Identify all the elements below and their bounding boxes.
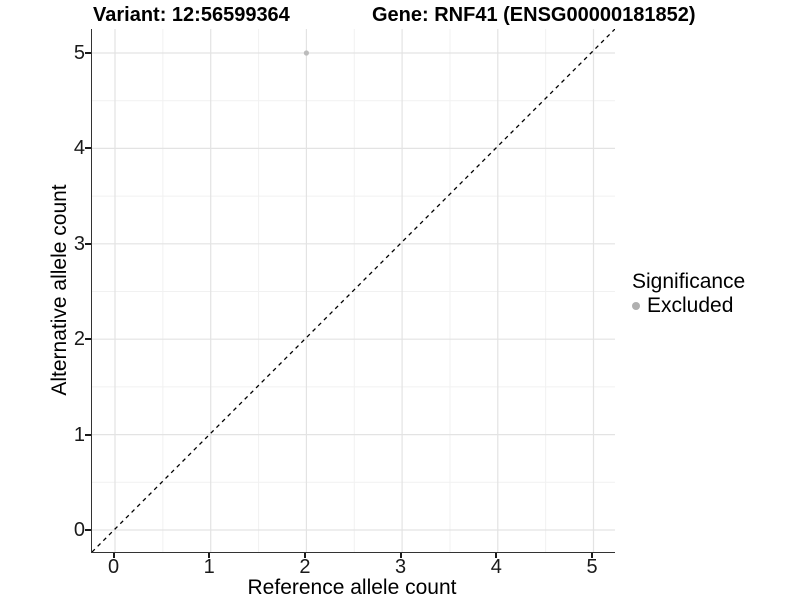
- plot-panel-svg: [91, 29, 615, 552]
- plot-panel: [90, 29, 615, 553]
- data-point: [303, 50, 309, 56]
- legend-title: Significance: [632, 270, 746, 293]
- plot-title-gene: Gene: RNF41 (ENSG00000181852): [372, 4, 696, 26]
- x-axis-title: Reference allele count: [247, 576, 457, 599]
- legend-item-excluded: Excluded: [632, 295, 745, 317]
- x-tick-label: 5: [586, 556, 598, 578]
- y-tick-mark: [85, 52, 91, 54]
- y-tick-mark: [85, 433, 91, 436]
- y-axis-title: Alternative allele count: [48, 184, 71, 396]
- y-tick-mark: [85, 147, 91, 150]
- x-tick-label: 3: [395, 556, 407, 578]
- identity-dashed-line: [91, 29, 615, 552]
- y-tick-label: 2: [73, 328, 85, 351]
- x-tick-mark: [399, 552, 402, 558]
- x-tick-mark: [208, 552, 211, 558]
- legend-point-icon: [632, 302, 640, 310]
- x-tick-label: 1: [203, 556, 215, 578]
- x-tick-label: 0: [107, 556, 120, 578]
- y-tick-label: 3: [73, 232, 85, 255]
- x-tick-mark: [591, 552, 593, 558]
- y-tick-mark: [85, 338, 91, 341]
- y-tick-mark: [85, 529, 91, 531]
- legend-item-label: Excluded: [647, 294, 734, 317]
- plot-title-variant: Variant: 12:56599364: [93, 4, 290, 26]
- y-tick-label: 4: [73, 137, 85, 160]
- x-tick-label: 4: [490, 556, 502, 578]
- y-tick-label: 1: [73, 423, 85, 446]
- y-tick-label: 0: [73, 519, 85, 541]
- x-tick-mark: [112, 552, 115, 558]
- y-tick-mark: [85, 242, 91, 245]
- x-tick-mark: [303, 552, 306, 558]
- legend: Significance Excluded: [632, 270, 745, 317]
- y-tick-label: 5: [73, 42, 85, 64]
- x-tick-mark: [495, 552, 498, 558]
- x-tick-label: 2: [299, 556, 311, 578]
